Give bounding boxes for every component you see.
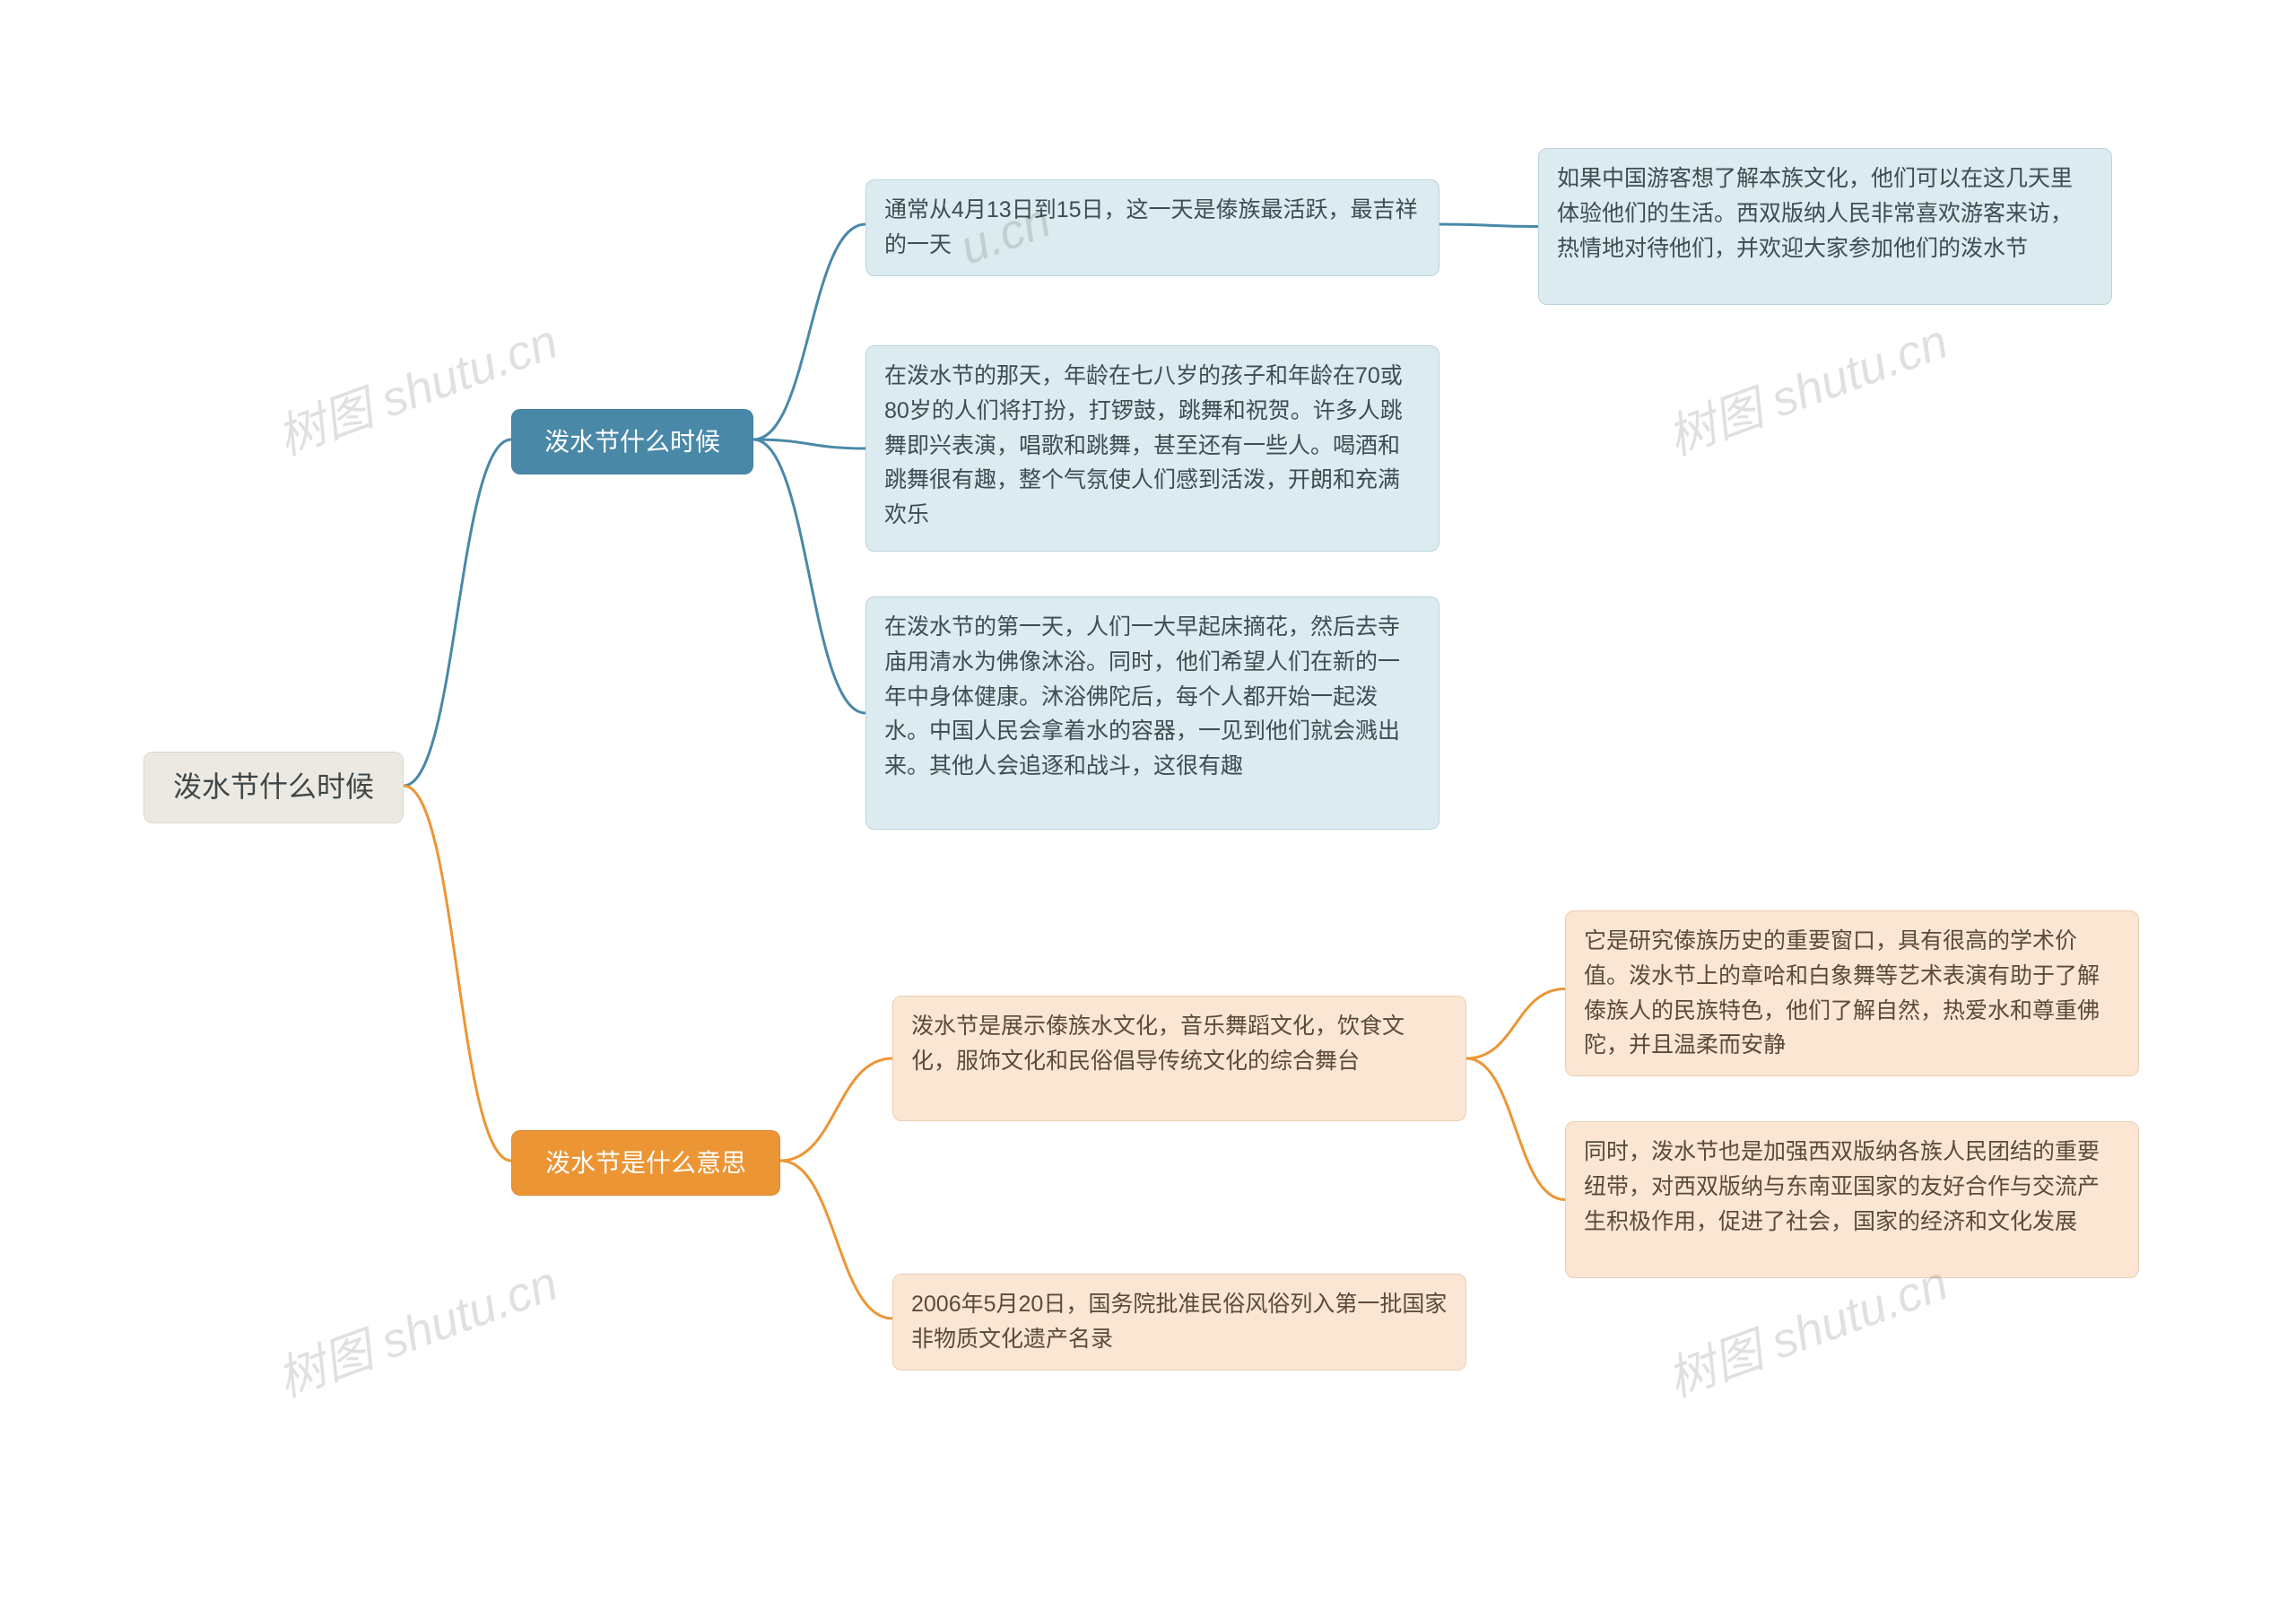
edge-n2_1-n2_1_1 <box>1466 989 1565 1059</box>
edge-root-b1 <box>404 440 511 786</box>
edge-b2-n2_1 <box>780 1058 892 1161</box>
watermark: 树图 shutu.cn <box>1656 301 1955 468</box>
edge-b2-n2_2 <box>780 1161 892 1319</box>
mindmap-node-b1[interactable]: 泼水节什么时候 <box>511 409 753 474</box>
mindmap-node-n1_1[interactable]: 通常从4月13日到15日，这一天是傣族最活跃，最吉祥的一天 <box>865 179 1439 276</box>
edge-n2_1-n2_1_2 <box>1466 1058 1565 1200</box>
mindmap-node-n1_2[interactable]: 在泼水节的那天，年龄在七八岁的孩子和年龄在70或80岁的人们将打扮，打锣鼓，跳舞… <box>865 345 1439 552</box>
mindmap-node-n2_1[interactable]: 泼水节是展示傣族水文化，音乐舞蹈文化，饮食文化，服饰文化和民俗倡导传统文化的综合… <box>892 996 1466 1121</box>
edge-b1-n1_3 <box>753 440 865 713</box>
mindmap-node-n1_1_1[interactable]: 如果中国游客想了解本族文化，他们可以在这几天里体验他们的生活。西双版纳人民非常喜… <box>1538 148 2112 305</box>
watermark: 树图 shutu.cn <box>265 1243 565 1410</box>
mindmap-node-n2_1_2[interactable]: 同时，泼水节也是加强西双版纳各族人民团结的重要纽带，对西双版纳与东南亚国家的友好… <box>1565 1121 2139 1278</box>
mindmap-node-b2[interactable]: 泼水节是什么意思 <box>511 1130 780 1196</box>
mindmap-node-n2_1_1[interactable]: 它是研究傣族历史的重要窗口，具有很高的学术价值。泼水节上的章哈和白象舞等艺术表演… <box>1565 910 2139 1076</box>
edge-n1_1-n1_1_1 <box>1439 224 1538 227</box>
mindmap-node-n1_3[interactable]: 在泼水节的第一天，人们一大早起床摘花，然后去寺庙用清水为佛像沐浴。同时，他们希望… <box>865 596 1439 830</box>
mindmap-node-n2_2[interactable]: 2006年5月20日，国务院批准民俗风俗列入第一批国家非物质文化遗产名录 <box>892 1274 1466 1371</box>
edge-b1-n1_2 <box>753 440 865 448</box>
mindmap-node-root[interactable]: 泼水节什么时候 <box>144 752 404 823</box>
edge-root-b2 <box>404 786 511 1161</box>
edge-b1-n1_1 <box>753 224 865 440</box>
